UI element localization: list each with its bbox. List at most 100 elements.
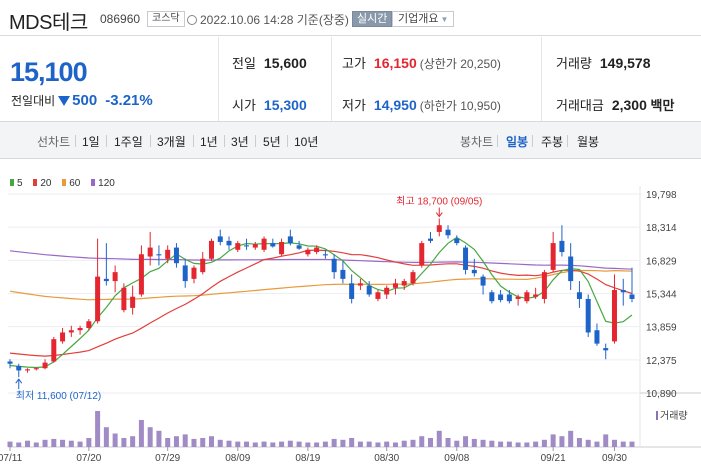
- tab-1week[interactable]: 1주일: [114, 135, 143, 149]
- divider: [218, 37, 219, 121]
- candle-body: [384, 287, 390, 295]
- tab-monthly[interactable]: 월봉: [577, 135, 600, 149]
- volume-bar: [16, 442, 22, 447]
- open-value: 15,300: [263, 97, 307, 113]
- candle-body: [349, 283, 355, 299]
- volume-bar: [445, 438, 451, 447]
- tab-3months[interactable]: 3개월: [157, 135, 186, 149]
- stock-header: MDS테크 086960 코스닥 2022.10.06 14:28 기준(장중)…: [0, 0, 701, 36]
- stock-name: MDS테크: [9, 12, 88, 34]
- volume-bar: [524, 442, 530, 447]
- prev-close-label: 전일: [232, 56, 256, 71]
- candle-body: [77, 327, 83, 331]
- candle-body: [611, 290, 617, 342]
- y-tick-label: 15,344: [646, 290, 677, 301]
- candle-body: [296, 245, 302, 249]
- x-tick-label: 08/19: [295, 453, 320, 464]
- tab-daily[interactable]: 일봉: [506, 135, 529, 149]
- legend-swatch: [62, 179, 67, 186]
- candle-body: [524, 292, 530, 302]
- high-arrowhead-icon: [435, 212, 443, 218]
- chart-tab-bar: 선차트 1일 1주일 3개월 1년 3년 5년 10년 봉차트 일봉 주봉 월봉: [0, 122, 701, 159]
- candle-body: [217, 236, 223, 242]
- volume-bar: [279, 441, 285, 447]
- tab-1day[interactable]: 1일: [82, 135, 100, 149]
- divider: [150, 135, 151, 147]
- candle-body: [428, 238, 434, 241]
- high-price: 고가 16,150 (상한가 20,250): [342, 53, 501, 72]
- y-tick-label: 13,859: [646, 323, 677, 334]
- candle-body: [33, 368, 39, 370]
- candle-body: [156, 254, 162, 256]
- volume-bar: [392, 442, 398, 447]
- candle-body: [331, 258, 337, 273]
- legend-ma20: 20: [33, 178, 51, 189]
- candle-body: [279, 241, 285, 255]
- amount-unit: 백만: [650, 98, 675, 113]
- candle-body: [270, 243, 276, 247]
- ma60-line: [9, 269, 633, 301]
- tab-10years[interactable]: 10년: [294, 135, 319, 149]
- candle-body: [42, 362, 48, 369]
- volume-bar: [121, 438, 127, 447]
- tab-3years[interactable]: 3년: [231, 135, 249, 149]
- ma5-line: [9, 236, 633, 369]
- low-arrowhead-icon: [15, 378, 23, 384]
- candle-body: [480, 276, 486, 286]
- volume-bar: [95, 411, 101, 447]
- volume-bar: [384, 441, 390, 447]
- volume-bar: [454, 440, 460, 447]
- divider: [75, 135, 76, 147]
- candle-body: [147, 247, 153, 257]
- volume-bar: [576, 438, 582, 447]
- candle-body: [244, 245, 250, 247]
- candle-body: [392, 283, 398, 288]
- volume-bar: [235, 441, 241, 447]
- candle-body: [191, 267, 197, 279]
- candle-body: [25, 369, 31, 371]
- volume-bar: [287, 440, 293, 447]
- candle-body: [112, 272, 118, 282]
- candle-body: [445, 229, 451, 236]
- candle-body: [471, 269, 477, 274]
- divider: [541, 37, 542, 121]
- lower-limit: (하한가 10,950): [419, 99, 501, 113]
- volume-bar: [594, 441, 600, 447]
- price-change: 전일대비 500 -3.21%: [11, 92, 153, 109]
- volume-bar: [489, 440, 495, 447]
- candle-body: [235, 243, 241, 250]
- volume-bar: [436, 430, 442, 447]
- amount-value: 2,300: [611, 97, 647, 113]
- candle-body: [585, 298, 591, 333]
- divider: [193, 135, 194, 147]
- tab-1year[interactable]: 1년: [200, 135, 218, 149]
- volume-bar: [585, 439, 591, 447]
- volume-legend-label: 거래량: [660, 411, 688, 422]
- volume-bar: [498, 441, 504, 447]
- volume-bar: [296, 441, 302, 447]
- volume-bar: [515, 442, 521, 447]
- realtime-button[interactable]: 실시간: [352, 11, 393, 27]
- change-percent: -3.21%: [105, 92, 153, 109]
- tab-5years[interactable]: 5년: [263, 135, 281, 149]
- legend-swatch: [10, 179, 14, 186]
- amount-label: 거래대금: [556, 98, 604, 113]
- volume-swatch: [656, 411, 658, 420]
- candle-body: [287, 236, 293, 244]
- x-tick-label: 09/21: [541, 453, 566, 464]
- candle-body: [454, 238, 460, 244]
- company-info-dropdown[interactable]: 기업개요 ▼: [392, 11, 455, 27]
- tab-weekly[interactable]: 주봉: [541, 135, 564, 149]
- x-tick-label: 07/11: [0, 453, 23, 464]
- company-info-label: 기업개요: [398, 13, 439, 25]
- candle-body: [130, 296, 136, 308]
- divider: [331, 37, 332, 121]
- volume-bar: [25, 440, 31, 447]
- candle-body: [103, 278, 109, 282]
- candle-body: [357, 283, 363, 286]
- x-tick-label: 09/08: [444, 453, 469, 464]
- candle-body: [68, 330, 74, 333]
- volume-bar: [506, 441, 512, 447]
- candle-body: [436, 225, 442, 232]
- y-tick-label: 19,798: [646, 190, 677, 201]
